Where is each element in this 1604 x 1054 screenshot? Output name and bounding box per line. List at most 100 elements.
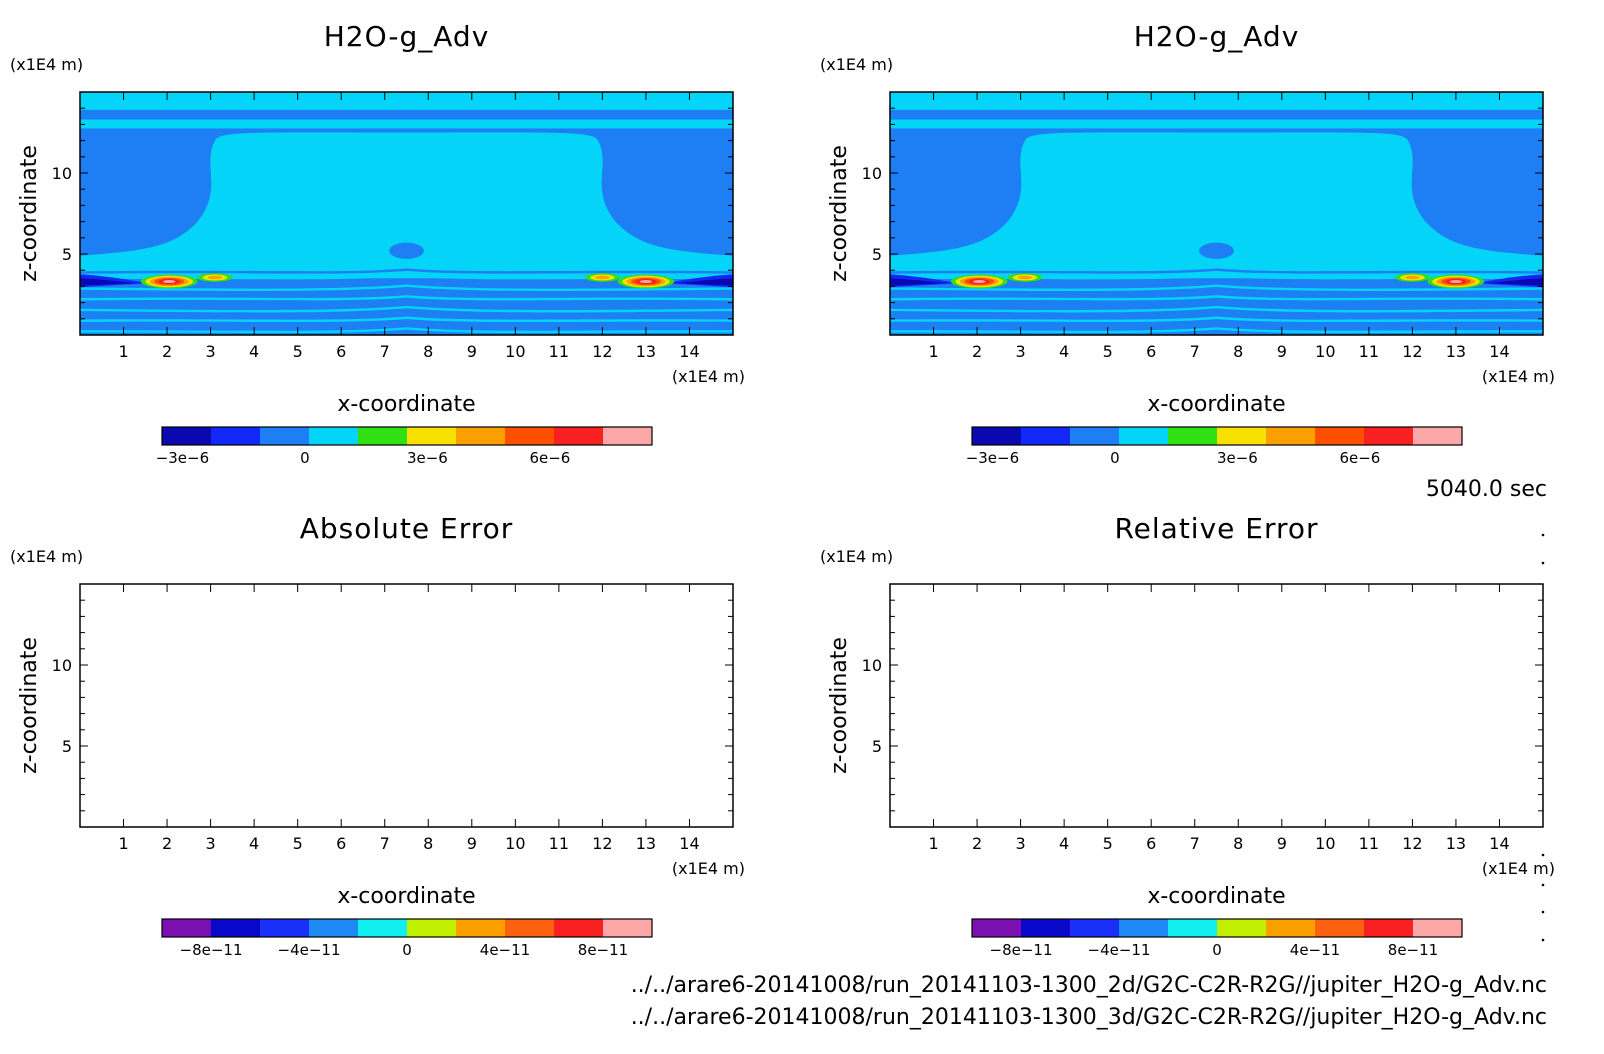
y-tick-label: 5: [872, 737, 882, 756]
central-region: [80, 132, 733, 279]
strata-band: [80, 284, 733, 292]
x-tick-label: 14: [679, 342, 699, 361]
colorbar-tick-label: 6e−6: [529, 449, 570, 467]
colorbar-swatch: [972, 919, 1022, 937]
x-tick-label: 5: [293, 834, 303, 853]
colorbar-swatch: [1070, 919, 1120, 937]
colorbar-frame: [161, 426, 653, 446]
x-tick-label: 3: [206, 834, 216, 853]
top-band: [890, 119, 1543, 129]
colorbar-swatch: [1315, 427, 1365, 445]
central-bubble: [1199, 242, 1234, 259]
colorbar-swatch: [554, 427, 604, 445]
panel-3: Absolute Error(x1E4 m)(x1E4 m)1 2 3 4 5 6 7 8 9 1…: [10, 512, 745, 959]
colorbar-tick-label: 3e−6: [407, 449, 448, 467]
x-tick-label: 7: [1190, 834, 1200, 853]
x-tick-label: 10: [1315, 342, 1335, 361]
plot-frame: [79, 91, 734, 336]
hotspot-contour: [639, 280, 653, 284]
colorbar-swatch: [972, 427, 1022, 445]
hotspot-contour: [207, 275, 223, 280]
colorbar-swatch: [554, 919, 604, 937]
x-tick-label: 9: [1277, 342, 1287, 361]
chart-title: Relative Error: [1114, 512, 1318, 545]
strata-band: [80, 295, 733, 301]
x-tick-label: 6: [336, 342, 346, 361]
x-axis-label: x-coordinate: [1147, 392, 1285, 417]
colorbar-tick-label: −8e−11: [180, 941, 243, 959]
colorbar-swatch: [1315, 919, 1365, 937]
y-axis-unit: (x1E4 m): [10, 55, 83, 74]
file-path-3d: ../../arare6-20141008/run_20141103-1300_…: [631, 1005, 1547, 1030]
colorbar-tick-label: 8e−11: [578, 941, 628, 959]
x-tick-label: 10: [1315, 834, 1335, 853]
x-tick-label: 9: [1277, 834, 1287, 853]
colorbar-tick-label: 4e−11: [480, 941, 530, 959]
x-tick-label: 13: [636, 834, 656, 853]
x-tick-label: 2: [162, 834, 172, 853]
colorbar-swatch: [407, 919, 457, 937]
plot-frame: [79, 583, 734, 828]
colorbar-tick-label: −4e−11: [1088, 941, 1151, 959]
y-axis-unit: (x1E4 m): [820, 547, 893, 566]
colorbar-swatch: [1217, 919, 1267, 937]
colorbar-swatch: [505, 427, 555, 445]
strata-band: [890, 273, 1543, 280]
strata-band: [890, 321, 1543, 328]
x-tick-label: 10: [505, 834, 525, 853]
x-tick-label: 14: [1489, 834, 1509, 853]
colorbar-tick-label: 0: [1212, 941, 1222, 959]
x-tick-label: 12: [1402, 342, 1422, 361]
colorbar-tick-label: −3e−6: [156, 449, 209, 467]
x-axis-label: x-coordinate: [1147, 884, 1285, 909]
x-tick-label: 1: [118, 834, 128, 853]
hotspot-contour: [595, 275, 610, 280]
margin-dot: [1541, 910, 1545, 914]
colorbar-swatch: [456, 427, 506, 445]
chart-title: H2O-g_Adv: [1134, 20, 1300, 53]
colorbar-tick-label: 0: [1110, 449, 1120, 467]
chart-title: H2O-g_Adv: [324, 20, 490, 53]
x-tick-label: 8: [423, 342, 433, 361]
strata-band: [80, 279, 733, 286]
y-axis-label: z-coordinate: [17, 637, 42, 774]
colorbar-tick-label: 3e−6: [1217, 449, 1258, 467]
file-path-2d: ../../arare6-20141008/run_20141103-1300_…: [631, 973, 1547, 998]
x-axis-label: x-coordinate: [337, 884, 475, 909]
hotspot-contour: [163, 280, 176, 284]
y-tick-label: 5: [872, 245, 882, 264]
colorbar-swatch: [456, 919, 506, 937]
y-axis-unit: (x1E4 m): [10, 547, 83, 566]
colorbar-swatch: [1217, 427, 1267, 445]
strata-band: [890, 268, 1543, 274]
x-tick-label: 5: [1103, 834, 1113, 853]
top-band: [890, 92, 1543, 110]
x-tick-label: 1: [928, 834, 938, 853]
colorbar-tick-label: −3e−6: [966, 449, 1019, 467]
x-axis-unit: (x1E4 m): [1482, 367, 1555, 386]
colorbar-swatch: [1168, 919, 1218, 937]
colorbar-tick-label: 4e−11: [1290, 941, 1340, 959]
x-tick-label: 13: [1446, 342, 1466, 361]
strata-band: [80, 273, 733, 280]
margin-dot: [1541, 938, 1545, 942]
x-tick-label: 8: [1233, 834, 1243, 853]
x-tick-label: 5: [293, 342, 303, 361]
strata-band: [890, 279, 1543, 286]
x-tick-label: 12: [592, 342, 612, 361]
edge-band: [1486, 278, 1543, 286]
strata-band: [890, 300, 1543, 307]
x-tick-label: 9: [467, 342, 477, 361]
x-tick-label: 14: [679, 834, 699, 853]
contour-field: [890, 92, 1543, 335]
x-tick-label: 6: [1146, 834, 1156, 853]
strata-band: [80, 311, 733, 318]
y-tick-label: 10: [862, 164, 882, 183]
hotspot-contour: [1449, 280, 1463, 284]
colorbar-frame: [161, 918, 653, 938]
x-tick-label: 11: [1359, 834, 1379, 853]
colorbar-swatch: [260, 919, 310, 937]
x-tick-label: 3: [206, 342, 216, 361]
time-label: 5040.0 sec: [1426, 477, 1547, 502]
